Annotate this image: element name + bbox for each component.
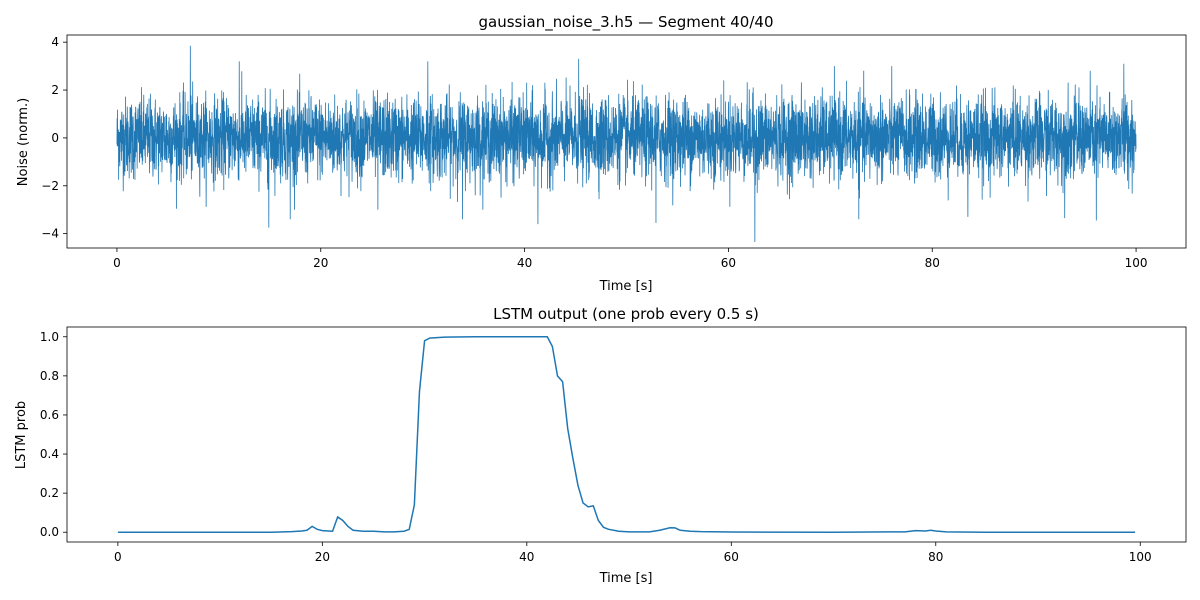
noise-chart: gaussian_noise_3.h5 — Segment 40/40 0 20 4… xyxy=(16,13,1187,294)
y-tick-label: −2 xyxy=(41,179,59,193)
noise-series-line xyxy=(116,45,1137,243)
x-tick-label: 100 xyxy=(1125,256,1148,270)
lstm-axes-frame xyxy=(66,326,1187,543)
y-tick-label: 0.8 xyxy=(40,369,59,383)
y-tick-label: 0 xyxy=(51,131,59,145)
noise-x-ticks: 0 20 40 60 80 100 xyxy=(113,248,1148,270)
x-tick-label: 40 xyxy=(519,550,534,564)
lstm-x-axis-label: Time [s] xyxy=(599,571,653,586)
y-tick-label: 0.6 xyxy=(40,408,59,422)
y-tick-label: −4 xyxy=(41,227,59,241)
y-tick-label: 0.0 xyxy=(40,525,59,539)
x-tick-label: 20 xyxy=(313,256,328,270)
noise-plot-area xyxy=(116,45,1137,243)
lstm-chart-title: LSTM output (one prob every 0.5 s) xyxy=(493,305,759,323)
lstm-plot-area xyxy=(117,336,1136,533)
x-tick-label: 0 xyxy=(114,550,122,564)
x-tick-label: 80 xyxy=(925,256,940,270)
y-tick-label: 0.4 xyxy=(40,447,59,461)
noise-y-ticks: −4 −2 0 2 4 xyxy=(41,35,67,241)
x-tick-label: 20 xyxy=(315,550,330,564)
lstm-y-ticks: 0.0 0.2 0.4 0.6 0.8 1.0 xyxy=(40,330,67,539)
lstm-x-ticks: 0 20 40 60 80 100 xyxy=(114,542,1152,564)
x-tick-label: 80 xyxy=(928,550,943,564)
x-tick-label: 0 xyxy=(113,256,121,270)
lstm-chart: LSTM output (one prob every 0.5 s) 0 20 40… xyxy=(14,305,1187,586)
y-tick-label: 0.2 xyxy=(40,486,59,500)
noise-axes-frame xyxy=(66,34,1187,249)
y-tick-label: 2 xyxy=(51,83,59,97)
y-tick-label: 1.0 xyxy=(40,330,59,344)
noise-chart-title: gaussian_noise_3.h5 — Segment 40/40 xyxy=(478,13,773,32)
y-tick-label: 4 xyxy=(51,35,59,49)
lstm-y-axis-label: LSTM prob xyxy=(14,401,29,469)
x-tick-label: 60 xyxy=(724,550,739,564)
x-tick-label: 60 xyxy=(721,256,736,270)
noise-x-axis-label: Time [s] xyxy=(599,279,653,294)
noise-y-axis-label: Noise (norm.) xyxy=(16,98,31,186)
x-tick-label: 100 xyxy=(1129,550,1152,564)
x-tick-label: 40 xyxy=(517,256,532,270)
lstm-series-line xyxy=(117,336,1136,533)
